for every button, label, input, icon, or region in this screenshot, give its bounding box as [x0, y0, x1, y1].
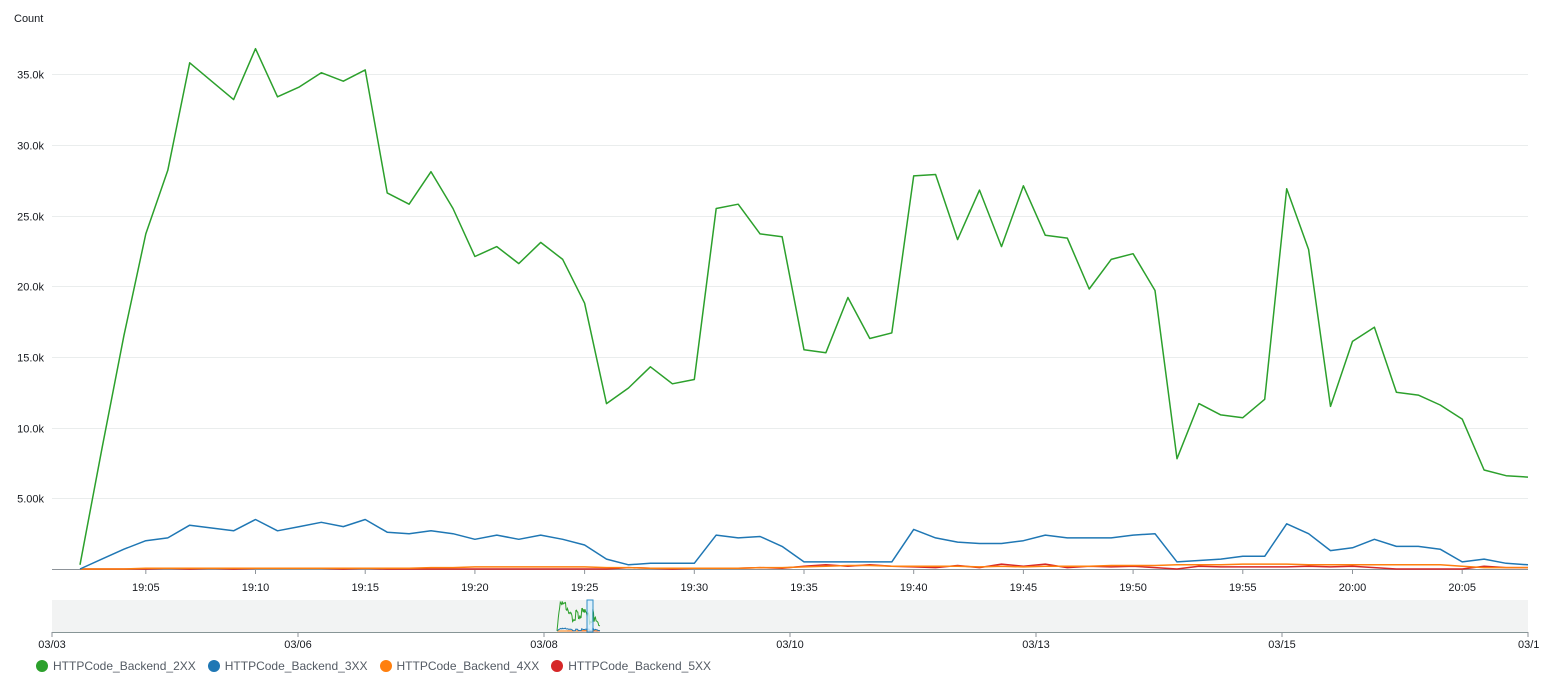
- y-tick-label: 15.0k: [17, 353, 44, 365]
- x-tick-label: 19:45: [1010, 582, 1038, 594]
- overview-tick-label: 03/13: [1022, 639, 1050, 650]
- x-tick-label: 19:35: [790, 582, 818, 594]
- legend-swatch: [551, 660, 564, 672]
- legend-label: HTTPCode_Backend_3XX: [224, 659, 368, 673]
- legend-label: HTTPCode_Backend_5XX: [568, 659, 711, 673]
- gridlines: [52, 74, 1528, 499]
- legend-swatch: [379, 660, 392, 672]
- x-tick-label: 20:05: [1448, 582, 1476, 594]
- y-tick-label: 10.0k: [17, 424, 44, 436]
- overview-ticks: 03/03 03/06 03/08 03/10 03/13 03/15 03/1: [38, 632, 1539, 650]
- overview-tick-label: 03/06: [284, 639, 312, 650]
- x-tick-label: 19:30: [681, 582, 709, 594]
- x-tick-label: 19:55: [1229, 582, 1257, 594]
- y-axis-ticks: 5.00k 10.0k 15.0k 20.0k 25.0k 30.0k 35.0k: [17, 70, 44, 506]
- x-tick-label: 19:10: [242, 582, 270, 594]
- x-tick-label: 19:40: [900, 582, 928, 594]
- overview-tick-label: 03/1: [1518, 639, 1539, 650]
- y-tick-label: 25.0k: [17, 212, 44, 224]
- time-range-overview[interactable]: 03/03 03/06 03/08 03/10 03/13 03/15 03/1: [38, 599, 1539, 650]
- overview-selection-handle[interactable]: [586, 599, 594, 633]
- x-tick-label: 19:25: [571, 582, 599, 594]
- overview-tick-label: 03/15: [1268, 639, 1296, 650]
- overview-tick-label: 03/10: [776, 639, 804, 650]
- legend-swatch: [36, 660, 48, 672]
- legend-swatch: [207, 660, 220, 672]
- x-tick-label: 20:00: [1339, 582, 1367, 594]
- legend-item[interactable]: HTTPCode_Backend_4XX: [379, 659, 540, 673]
- x-tick-label: 19:15: [351, 582, 379, 594]
- overview-tick-label: 03/03: [38, 639, 66, 650]
- y-tick-label: 30.0k: [17, 141, 44, 153]
- legend-label: HTTPCode_Backend_2XX: [53, 659, 196, 673]
- legend-item[interactable]: HTTPCode_Backend_5XX: [551, 659, 711, 673]
- overview-tick-label: 03/08: [530, 639, 558, 650]
- y-tick-label: 20.0k: [17, 282, 44, 294]
- x-tick-label: 19:50: [1119, 582, 1147, 594]
- x-tick-label: 19:05: [132, 582, 160, 594]
- overview-background: [52, 600, 1528, 632]
- line-chart: Count 5.00k 10.0k 15.0k 20.0k 25.0k 30.0k 35.0…: [14, 13, 1539, 650]
- series-lines: [79, 47, 1529, 570]
- legend-item[interactable]: HTTPCode_Backend_2XX: [36, 659, 196, 673]
- series-line: [80, 563, 1528, 570]
- legend-label: HTTPCode_Backend_4XX: [396, 659, 540, 673]
- y-axis-label: Count: [14, 13, 43, 25]
- y-tick-label: 35.0k: [17, 70, 44, 82]
- x-axis-ticks: 19:05 19:10 19:15 19:20 19:25 19:30 19:35 19:40…: [132, 569, 1476, 594]
- legend: HTTPCode_Backend_2XX HTTPCode_Backend_3XX…: [36, 659, 711, 673]
- x-tick-label: 19:20: [461, 582, 489, 594]
- series-line: [79, 47, 1529, 565]
- y-tick-label: 5.00k: [17, 494, 44, 506]
- series-line: [79, 518, 1529, 570]
- legend-item[interactable]: HTTPCode_Backend_3XX: [207, 659, 368, 673]
